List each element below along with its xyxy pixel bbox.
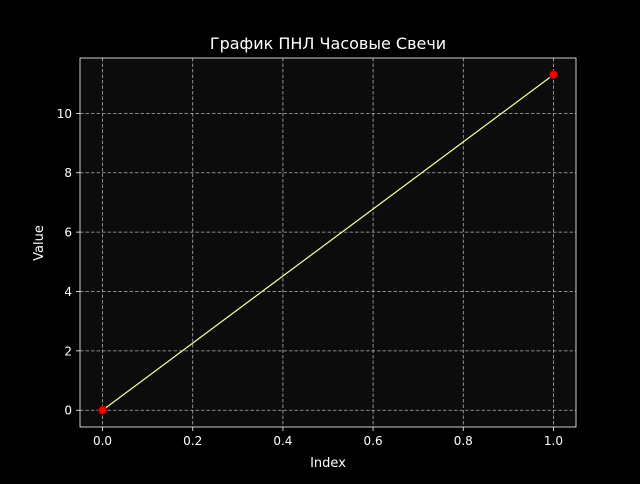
x-tick-label: 0.8 xyxy=(454,434,473,448)
x-tick-label: 1.0 xyxy=(544,434,563,448)
x-axis-label: Index xyxy=(310,456,346,471)
x-tick-label: 0.0 xyxy=(93,434,112,448)
y-tick-label: 8 xyxy=(64,166,72,180)
grid xyxy=(80,58,576,427)
plot-frame xyxy=(79,57,577,428)
data-point xyxy=(98,405,108,415)
y-tick-label: 10 xyxy=(57,107,72,121)
y-axis-label: Value xyxy=(32,225,47,261)
series xyxy=(98,70,558,415)
y-tick-label: 6 xyxy=(64,226,72,240)
chart-title: График ПНЛ Часовые Свечи xyxy=(210,34,446,53)
x-tick-label: 0.2 xyxy=(183,434,202,448)
x-tick-label: 0.6 xyxy=(364,434,383,448)
y-tick-label: 4 xyxy=(64,285,72,299)
y-tick-label: 0 xyxy=(64,404,72,418)
y-tick-label: 2 xyxy=(64,344,72,358)
series-line xyxy=(102,74,554,411)
data-point xyxy=(548,70,558,80)
axis-ticks: 0.0 0.2 0.4 0.6 0.8 1.0 0 2 4 6 8 10 xyxy=(57,107,563,448)
x-tick-label: 0.4 xyxy=(273,434,292,448)
